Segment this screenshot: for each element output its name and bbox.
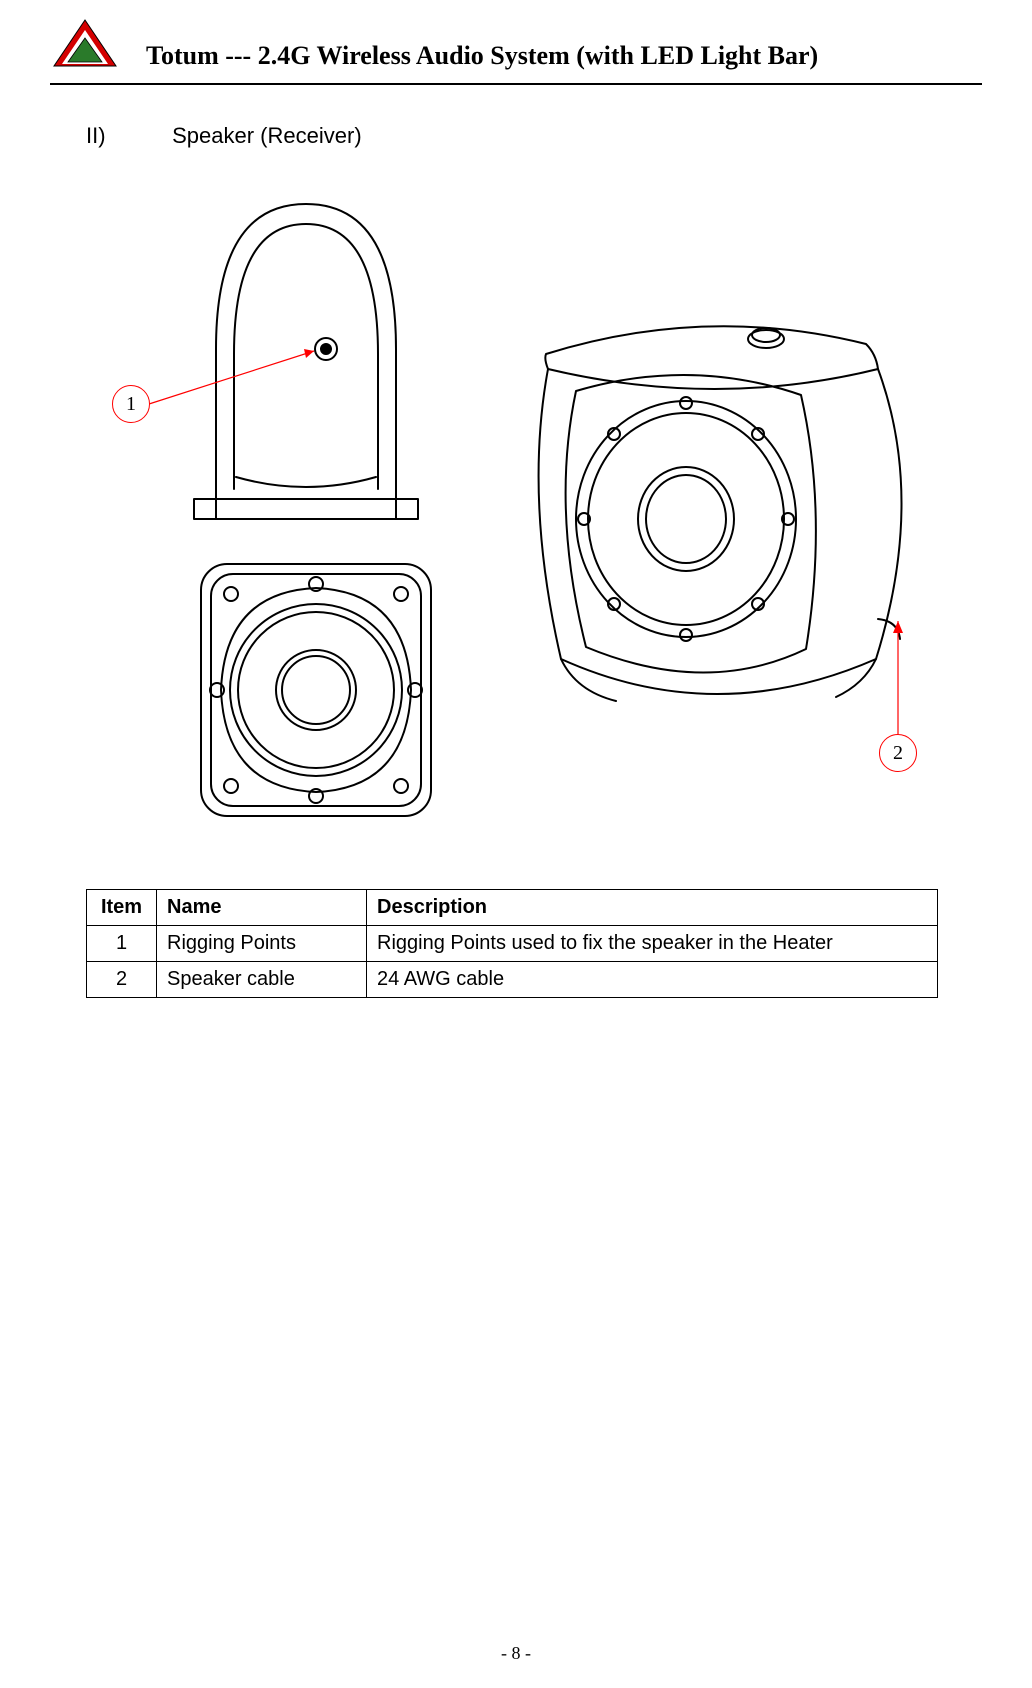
table-row: 1 Rigging Points Rigging Points used to … [87, 926, 938, 962]
section-heading: II) Speaker (Receiver) [86, 123, 982, 149]
callout-2-label: 2 [893, 742, 903, 765]
cell-item: 1 [87, 926, 157, 962]
cell-name: Speaker cable [157, 962, 367, 998]
section-title: Speaker (Receiver) [172, 123, 362, 148]
page-title: Totum --- 2.4G Wireless Audio System (wi… [146, 41, 818, 75]
col-header-description: Description [367, 890, 938, 926]
page-number: - 8 - [0, 1643, 1032, 1664]
col-header-item: Item [87, 890, 157, 926]
speaker-diagram-icon [86, 179, 938, 849]
table-row: 2 Speaker cable 24 AWG cable [87, 962, 938, 998]
col-header-name: Name [157, 890, 367, 926]
table-header-row: Item Name Description [87, 890, 938, 926]
callout-2: 2 [879, 734, 917, 772]
page-header: Totum --- 2.4G Wireless Audio System (wi… [50, 18, 982, 81]
header-divider [50, 83, 982, 85]
callout-1: 1 [112, 385, 150, 423]
brand-logo-icon [50, 18, 120, 75]
cell-description: Rigging Points used to fix the speaker i… [367, 926, 938, 962]
parts-table: Item Name Description 1 Rigging Points R… [86, 889, 938, 998]
cell-description: 24 AWG cable [367, 962, 938, 998]
cell-item: 2 [87, 962, 157, 998]
cell-name: Rigging Points [157, 926, 367, 962]
callout-1-label: 1 [126, 393, 136, 416]
speaker-figure: 1 2 [86, 179, 938, 849]
section-number: II) [86, 123, 166, 149]
